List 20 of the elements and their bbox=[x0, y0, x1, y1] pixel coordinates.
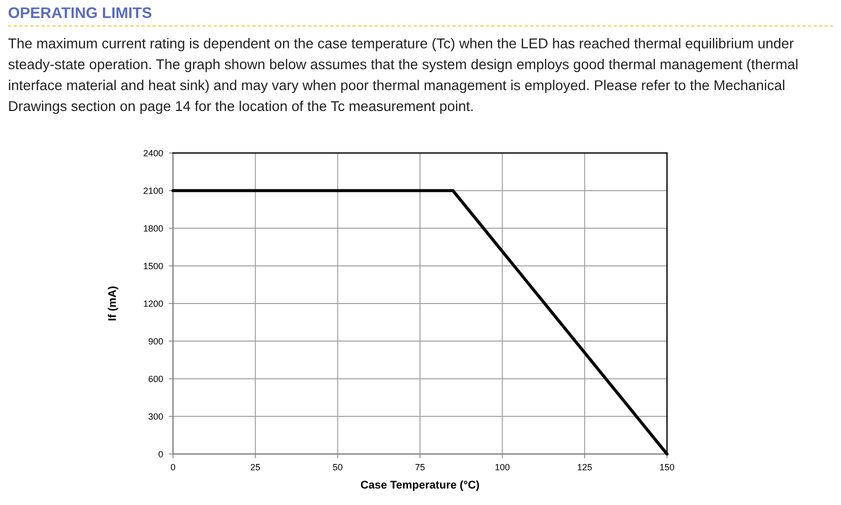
y-tick-label: 600 bbox=[148, 376, 163, 382]
x-axis-title: Case Temperature (°C) bbox=[360, 480, 479, 491]
x-tick-label: 100 bbox=[495, 464, 510, 470]
x-tick-label: 150 bbox=[660, 464, 674, 470]
chart-title: OPERATING LIMITS bbox=[8, 7, 152, 18]
chart-subtitle: The maximum current rating is dependent on the case temperature (Tc) when the LED has reached thermal equilibrium under steady-state operation. The graph shown below assumes that the system design employs good thermal management (thermal interface material and heat sink) and may vary when poor thermal management is employed. Please refer to the Mechanical Drawings section on page 14 for the location of the Tc measurement point. bbox=[8, 38, 798, 114]
y-tick-label: 1800 bbox=[144, 225, 163, 232]
y-tick-label: 300 bbox=[148, 413, 163, 420]
y-tick-label: 900 bbox=[148, 338, 163, 344]
y-tick-label: 2100 bbox=[144, 188, 163, 194]
x-tick-label: 25 bbox=[250, 464, 260, 470]
y-tick-label: 1500 bbox=[144, 262, 163, 270]
x-tick-label: 125 bbox=[578, 464, 592, 470]
y-tick-label: 0 bbox=[158, 450, 163, 458]
x-tick-label: 50 bbox=[333, 464, 342, 470]
y-axis-title: If (mA) bbox=[108, 286, 118, 320]
y-tick-label: 2400 bbox=[144, 150, 163, 156]
x-tick-label: 0 bbox=[170, 464, 176, 470]
y-tick-label: 1200 bbox=[144, 300, 163, 307]
x-tick-label: 75 bbox=[415, 464, 425, 470]
